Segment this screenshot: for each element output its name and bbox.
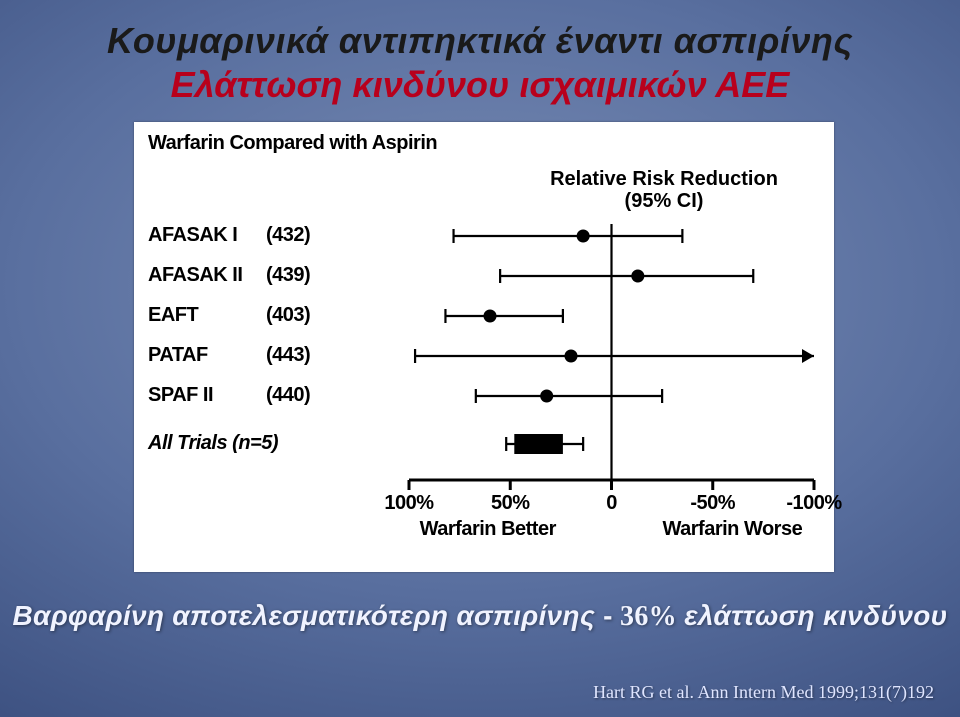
axis-tick-label: 100% [379,492,439,515]
axis-tick-label: -100% [784,492,844,515]
axis-tick-label: 50% [480,492,540,515]
forest-plot-figure: Warfarin Compared with Aspirin Relative … [134,122,834,572]
figure-title: Warfarin Compared with Aspirin [148,132,437,155]
axis-tick-label: 0 [582,492,642,515]
caption-prefix: Βαρφαρίνη αποτελεσματικότερη ασπιρίνης [13,600,604,631]
citation: Hart RG et al. Ann Intern Med 1999;131(7… [593,682,934,703]
rrr-label: Relative Risk Reduction (95% CI) [524,168,804,212]
rrr-label-line1: Relative Risk Reduction [550,168,778,190]
warfarin-better-label: Warfarin Better [420,518,556,541]
caption-dash: - [603,600,613,631]
slide-title: Κουμαρινικά αντιπηκτικά έναντι ασπιρίνης… [0,20,960,106]
caption-suffix: ελάττωση κινδύνου [684,600,947,631]
title-line-1: Κουμαρινικά αντιπηκτικά έναντι ασπιρίνης [0,20,960,62]
caption-percent: 36% [613,601,685,632]
axis-tick-label: -50% [683,492,743,515]
warfarin-worse-label: Warfarin Worse [663,518,803,541]
plot-area: AFASAK I(432)AFASAK II(439)EAFT(403)PATA… [134,222,834,572]
caption: Βαρφαρίνη αποτελεσματικότερη ασπιρίνης -… [0,600,960,633]
title-line-2: Ελάττωση κινδύνου ισχαιμικών ΑΕΕ [0,64,960,106]
rrr-label-line2: (95% CI) [625,190,704,212]
